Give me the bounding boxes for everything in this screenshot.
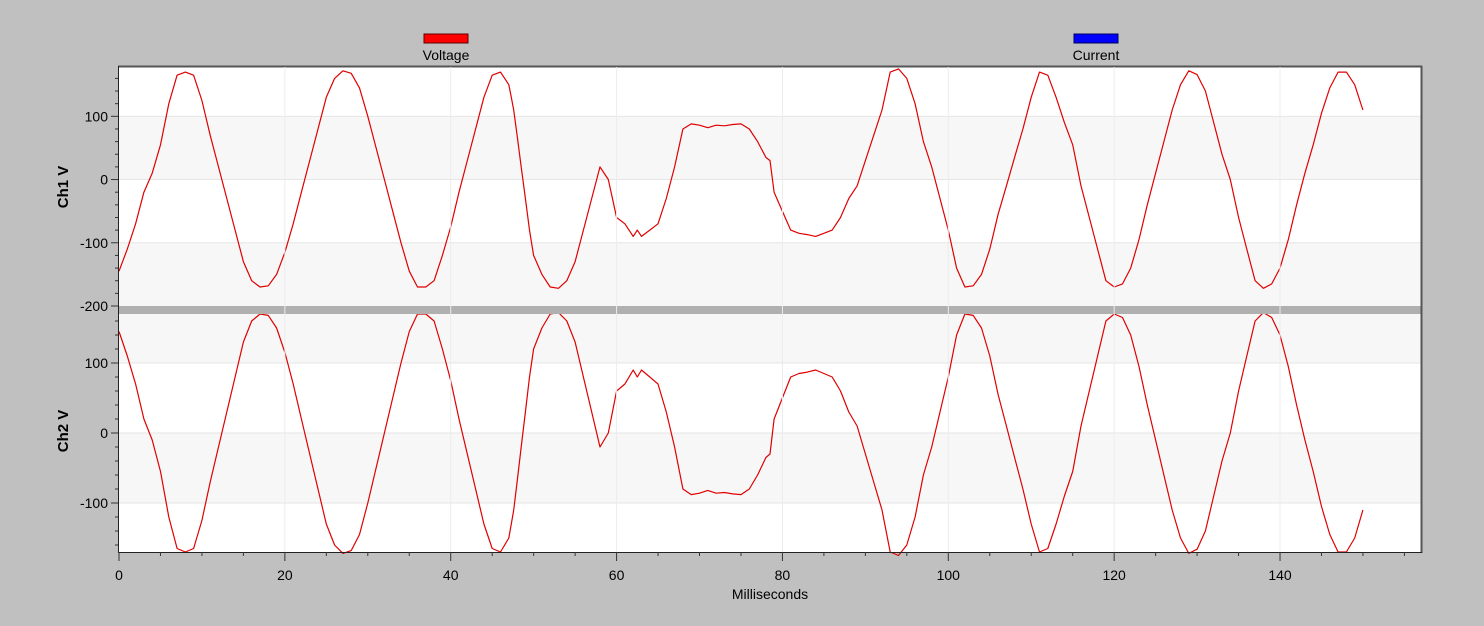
x-tick-label: 40: [443, 567, 459, 583]
plot-band: [119, 433, 1421, 503]
legend-swatch-current: [1073, 33, 1119, 44]
x-axis-label: Milliseconds: [732, 586, 808, 602]
panel-ch1: -200 -100 0 100: [80, 68, 1421, 314]
plot-band: [119, 116, 1421, 180]
y-tick-label: 0: [100, 172, 108, 188]
legend-item-voltage[interactable]: Voltage: [423, 33, 470, 63]
panel-ch2: -100 0 100: [80, 312, 1421, 557]
y-tick-label: 0: [100, 425, 108, 441]
y-tick-label: 100: [85, 108, 109, 124]
legend: Voltage Current: [423, 33, 1120, 63]
x-tick-label: 20: [277, 567, 293, 583]
legend-swatch-voltage: [423, 33, 469, 44]
x-tick-label: 0: [115, 567, 123, 583]
x-tick-label: 140: [1268, 567, 1292, 583]
plot-band: [119, 314, 1421, 363]
x-tick-label: 60: [609, 567, 625, 583]
y-tick-label: -100: [80, 235, 108, 251]
plot-band: [119, 242, 1421, 306]
x-tick-label: 80: [775, 567, 791, 583]
legend-label-voltage: Voltage: [423, 47, 470, 63]
y-axis-label-ch1: Ch1 V: [55, 166, 72, 209]
y-tick-label: 100: [85, 355, 109, 371]
panel-divider: [119, 306, 1421, 314]
x-axis: 0 20 40 60 80 100 120 140: [115, 67, 1405, 583]
y-axis-label-ch2: Ch2 V: [55, 410, 72, 453]
legend-label-current: Current: [1073, 47, 1120, 63]
y-tick-label: -100: [80, 495, 108, 511]
legend-item-current[interactable]: Current: [1073, 33, 1120, 63]
x-tick-label: 120: [1102, 567, 1126, 583]
series-line-voltage: [118, 68, 1364, 289]
series-line-voltage: [118, 312, 1364, 557]
x-tick-label: 100: [937, 567, 961, 583]
y-tick-label: -200: [80, 298, 108, 314]
